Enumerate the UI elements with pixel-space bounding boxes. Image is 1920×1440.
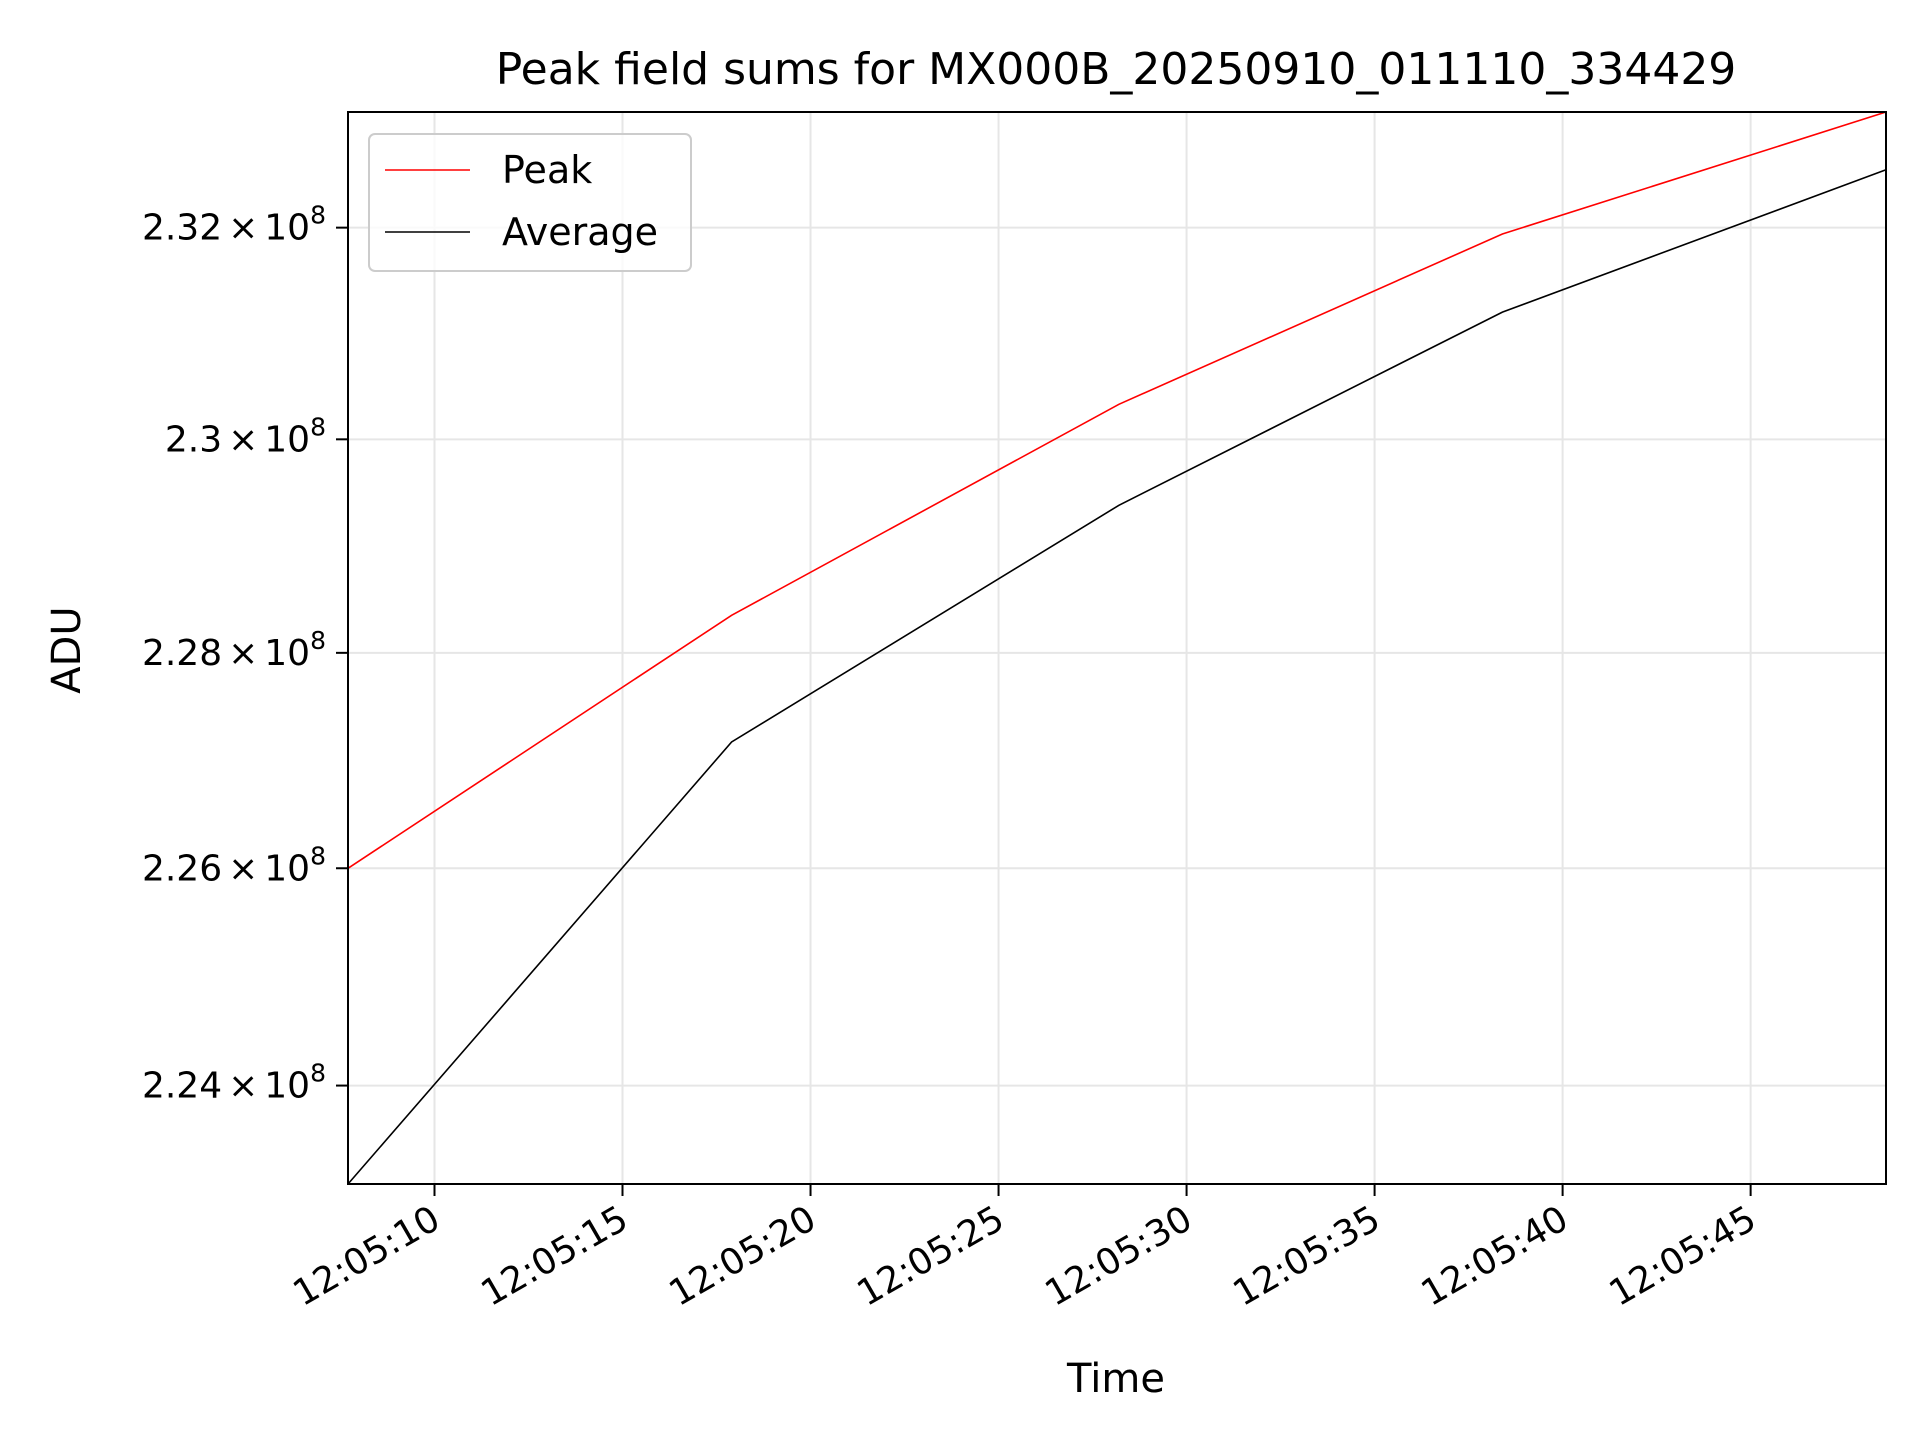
y-tick-times: ×	[228, 633, 258, 674]
y-tick-label: 2.26 × 108	[142, 841, 326, 889]
y-tick-base: 10	[264, 1066, 310, 1107]
y-tick-exponent: 8	[310, 201, 326, 230]
chart-title: Peak field sums for MX000B_20250910_0111…	[496, 44, 1737, 95]
y-tick-times: ×	[228, 1066, 258, 1107]
y-tick-times: ×	[228, 848, 258, 889]
y-tick-exponent: 8	[310, 1059, 326, 1088]
legend-label-peak: Peak	[502, 148, 592, 192]
y-tick-mantissa: 2.32	[142, 208, 222, 249]
y-tick-times: ×	[228, 208, 258, 249]
y-tick-label: 2.28 × 108	[142, 626, 326, 674]
y-tick-mantissa: 2.24	[142, 1066, 222, 1107]
series-line-peak	[347, 111, 1887, 869]
y-tick-base: 10	[264, 419, 310, 460]
y-tick-label: 2.32 × 108	[142, 201, 326, 249]
y-tick-base: 10	[264, 633, 310, 674]
y-tick-label: 2.3 × 108	[165, 412, 326, 460]
y-tick-mantissa: 2.28	[142, 633, 222, 674]
y-tick-mantissa: 2.26	[142, 848, 222, 889]
x-axis-label: Time	[1066, 1356, 1165, 1402]
grid	[348, 112, 1886, 1184]
y-tick-base: 10	[264, 208, 310, 249]
y-tick-times: ×	[228, 419, 258, 460]
y-tick-mantissa: 2.3	[165, 419, 222, 460]
legend: Peak Average	[368, 133, 692, 272]
series-line-average	[347, 169, 1887, 1185]
y-tick-label: 2.24 × 108	[142, 1059, 326, 1107]
y-tick-base: 10	[264, 848, 310, 889]
y-axis-label: ADU	[44, 606, 90, 693]
y-tick-exponent: 8	[310, 412, 326, 441]
plot-frame	[347, 111, 1887, 1185]
y-tick-exponent: 8	[310, 626, 326, 655]
legend-box	[368, 133, 692, 272]
legend-label-average: Average	[502, 210, 658, 254]
y-tick-exponent: 8	[310, 841, 326, 870]
series-lines	[347, 111, 1887, 1185]
